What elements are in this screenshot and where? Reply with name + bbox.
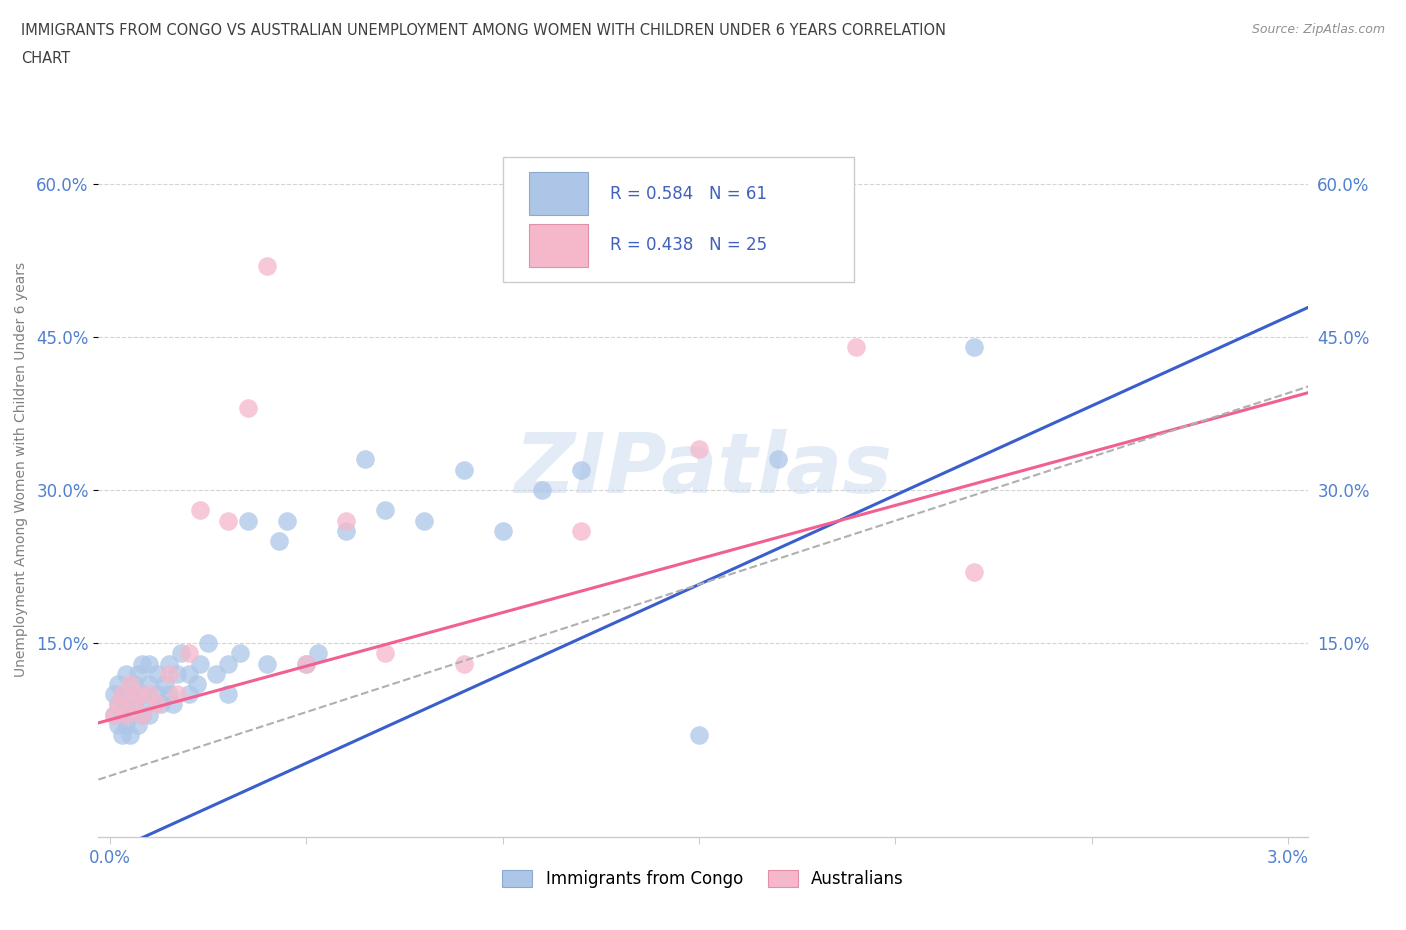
Text: R = 0.438   N = 25: R = 0.438 N = 25 bbox=[610, 236, 768, 254]
Point bbox=[295, 656, 318, 671]
Text: ZIPatlas: ZIPatlas bbox=[515, 429, 891, 511]
Point bbox=[217, 513, 239, 528]
Point bbox=[569, 462, 592, 477]
Point bbox=[127, 686, 149, 701]
Point bbox=[115, 697, 138, 711]
Point bbox=[118, 727, 141, 742]
Point bbox=[531, 483, 554, 498]
Point bbox=[569, 524, 592, 538]
Point bbox=[229, 646, 252, 661]
Point bbox=[107, 717, 129, 732]
Point bbox=[492, 524, 515, 538]
Point bbox=[295, 656, 318, 671]
Text: Source: ZipAtlas.com: Source: ZipAtlas.com bbox=[1251, 23, 1385, 36]
Point bbox=[146, 697, 169, 711]
Point bbox=[122, 697, 145, 711]
Point bbox=[115, 666, 138, 681]
Point bbox=[122, 676, 145, 691]
Point bbox=[354, 452, 377, 467]
Point bbox=[845, 339, 868, 354]
Point bbox=[107, 697, 129, 711]
Point bbox=[688, 442, 710, 457]
Point bbox=[146, 666, 169, 681]
Point bbox=[157, 656, 180, 671]
Point bbox=[118, 686, 141, 701]
Legend: Immigrants from Congo, Australians: Immigrants from Congo, Australians bbox=[495, 863, 911, 895]
Point bbox=[177, 666, 200, 681]
FancyBboxPatch shape bbox=[503, 157, 855, 283]
Point bbox=[131, 707, 153, 722]
Point bbox=[135, 697, 157, 711]
Point bbox=[157, 666, 180, 681]
Point bbox=[688, 727, 710, 742]
Point bbox=[166, 686, 188, 701]
Point bbox=[118, 676, 141, 691]
Point bbox=[115, 707, 138, 722]
Point bbox=[197, 636, 219, 651]
Point bbox=[236, 513, 259, 528]
Point bbox=[374, 503, 396, 518]
Point bbox=[190, 656, 212, 671]
Point bbox=[766, 452, 789, 467]
Point bbox=[127, 666, 149, 681]
Point bbox=[150, 697, 173, 711]
Point bbox=[131, 656, 153, 671]
Point bbox=[146, 686, 169, 701]
Point bbox=[217, 656, 239, 671]
Point bbox=[335, 513, 357, 528]
Point bbox=[177, 686, 200, 701]
Point bbox=[115, 717, 138, 732]
Point bbox=[335, 524, 357, 538]
Point bbox=[963, 565, 986, 579]
Point bbox=[307, 646, 329, 661]
Y-axis label: Unemployment Among Women with Children Under 6 years: Unemployment Among Women with Children U… bbox=[14, 262, 28, 677]
Point bbox=[118, 707, 141, 722]
Point bbox=[138, 707, 160, 722]
Point bbox=[453, 462, 475, 477]
Point bbox=[103, 686, 125, 701]
Point bbox=[138, 686, 160, 701]
Point bbox=[127, 686, 149, 701]
Point bbox=[217, 686, 239, 701]
Point bbox=[107, 676, 129, 691]
Point bbox=[186, 676, 208, 691]
Point bbox=[111, 727, 134, 742]
Point bbox=[162, 697, 184, 711]
Point bbox=[157, 686, 180, 701]
Point bbox=[177, 646, 200, 661]
Point bbox=[138, 676, 160, 691]
Point bbox=[276, 513, 298, 528]
Point bbox=[267, 534, 290, 549]
Point bbox=[963, 339, 986, 354]
Point bbox=[122, 697, 145, 711]
Point bbox=[103, 707, 125, 722]
Point bbox=[236, 401, 259, 416]
Point bbox=[205, 666, 228, 681]
Text: R = 0.584   N = 61: R = 0.584 N = 61 bbox=[610, 185, 766, 203]
Point bbox=[103, 707, 125, 722]
Point bbox=[127, 717, 149, 732]
Point bbox=[256, 259, 278, 273]
Point bbox=[131, 707, 153, 722]
Point bbox=[166, 666, 188, 681]
Point bbox=[453, 656, 475, 671]
FancyBboxPatch shape bbox=[529, 223, 588, 267]
Text: CHART: CHART bbox=[21, 51, 70, 66]
Point bbox=[111, 686, 134, 701]
Point bbox=[190, 503, 212, 518]
Point bbox=[111, 707, 134, 722]
Point bbox=[413, 513, 436, 528]
FancyBboxPatch shape bbox=[529, 172, 588, 216]
Point bbox=[170, 646, 193, 661]
Point bbox=[138, 656, 160, 671]
Text: IMMIGRANTS FROM CONGO VS AUSTRALIAN UNEMPLOYMENT AMONG WOMEN WITH CHILDREN UNDER: IMMIGRANTS FROM CONGO VS AUSTRALIAN UNEM… bbox=[21, 23, 946, 38]
Point bbox=[153, 676, 176, 691]
Point bbox=[111, 686, 134, 701]
Point bbox=[107, 697, 129, 711]
Point bbox=[256, 656, 278, 671]
Point bbox=[131, 686, 153, 701]
Point bbox=[374, 646, 396, 661]
